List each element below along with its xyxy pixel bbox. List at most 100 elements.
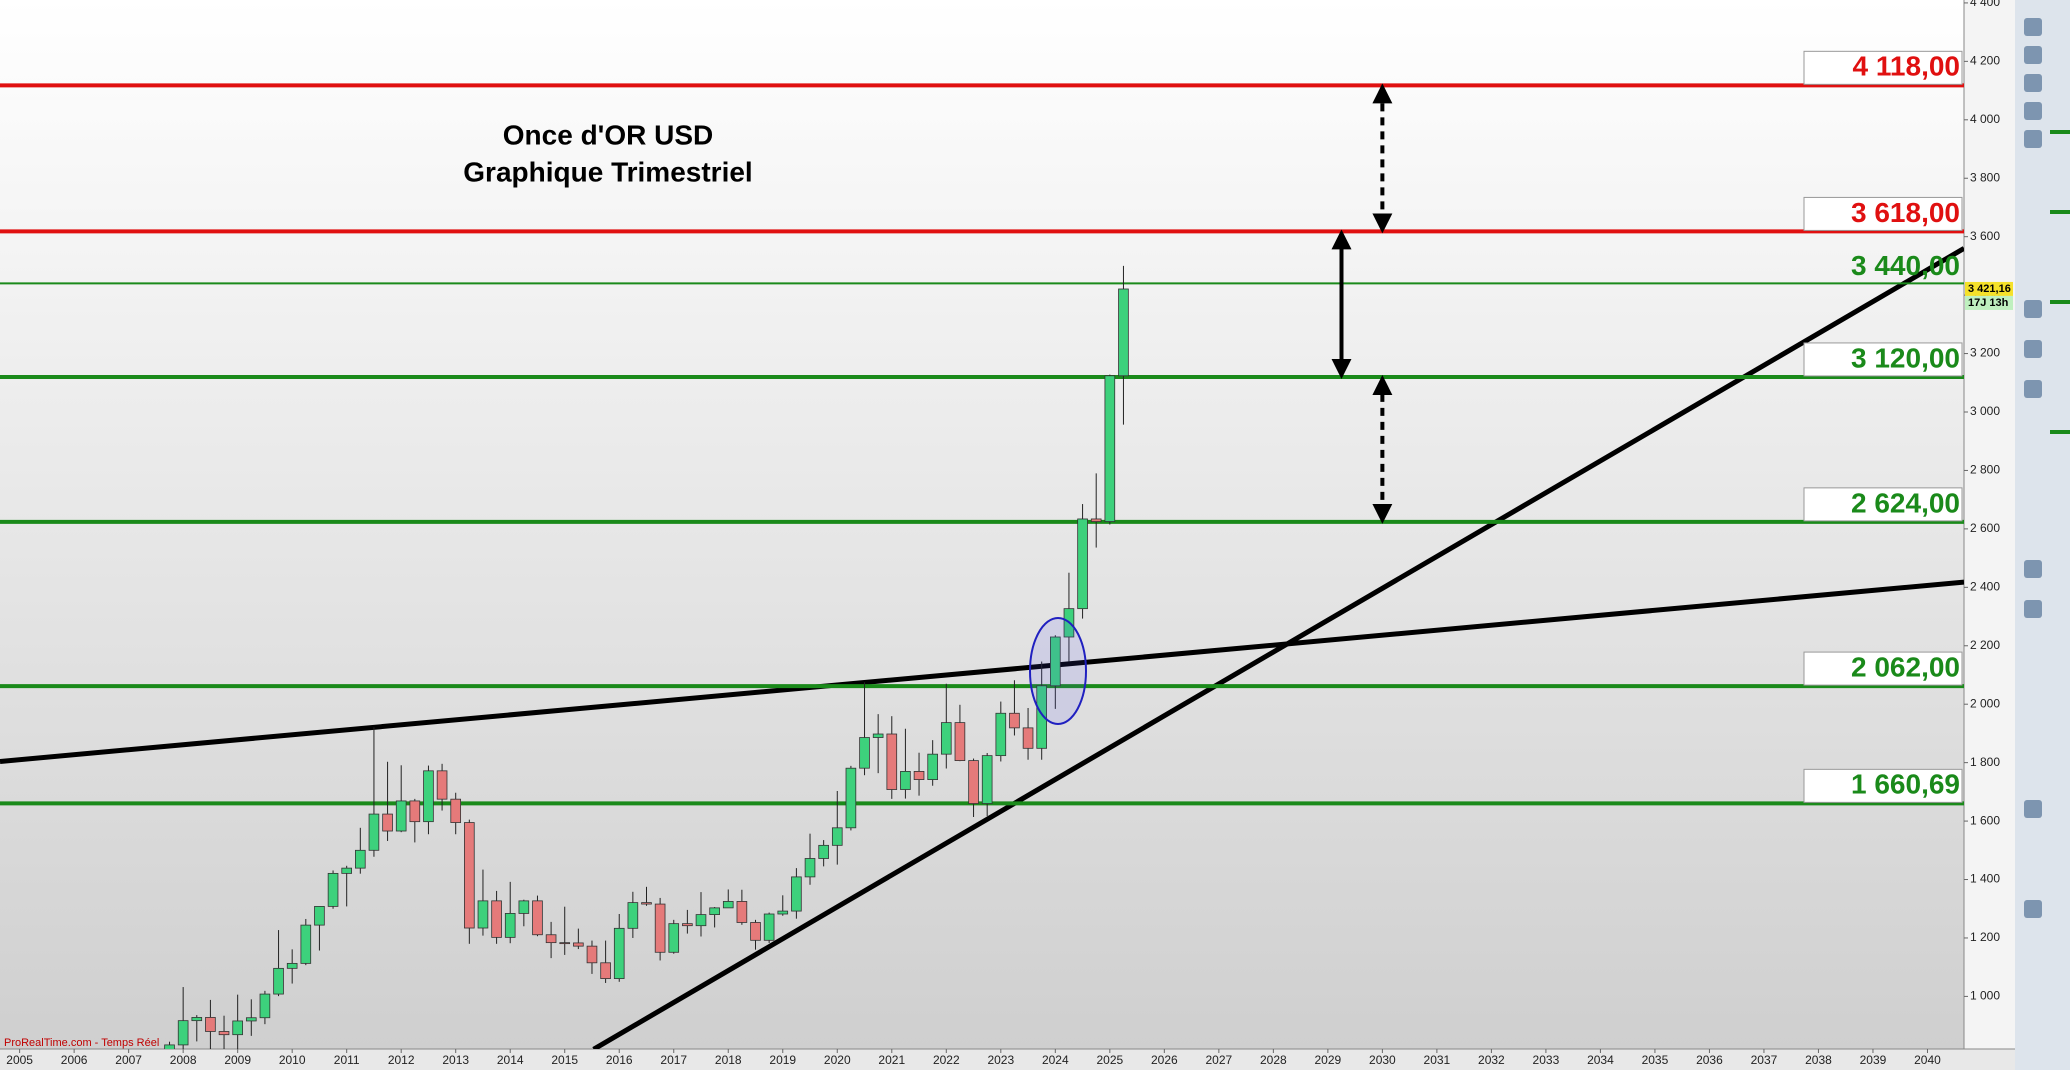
candle-body [545, 934, 557, 944]
x-tick-label: 2027 [1205, 1053, 1232, 1067]
candle-body [395, 800, 407, 832]
x-tick-label: 2011 [334, 1053, 360, 1067]
toolbar-marker [2050, 300, 2070, 304]
candle-body [477, 900, 489, 929]
level-label: 1 660,69 [1851, 769, 1960, 800]
candle-body [886, 733, 898, 790]
x-tick-label: 2026 [1151, 1053, 1178, 1067]
level-label: 3 440,00 [1851, 250, 1960, 281]
level-label-box [1803, 50, 1963, 85]
x-tick-label: 2031 [1424, 1053, 1451, 1067]
toolbar-marker [2050, 210, 2070, 214]
tool-icon[interactable] [2024, 800, 2042, 818]
level-label-box [1803, 487, 1963, 522]
candle-body [286, 962, 298, 969]
toolbar-background [2015, 0, 2070, 1070]
candle-body [913, 771, 925, 780]
candle-body [695, 914, 707, 927]
candle-body [245, 1017, 257, 1022]
x-tick-label: 2018 [715, 1053, 742, 1067]
last-price-tag [1965, 281, 2013, 296]
candle-body [491, 900, 502, 938]
x-tick-label: 2022 [933, 1053, 960, 1067]
y-tick-label: 2 200 [1970, 638, 2000, 652]
x-tick-label: 2021 [878, 1053, 905, 1067]
y-tick-label: 2 400 [1970, 579, 2000, 593]
candle-body [804, 858, 816, 878]
candle-body [1104, 375, 1116, 522]
candle-body [900, 771, 911, 790]
x-tick-label: 2019 [769, 1053, 796, 1067]
tool-icon[interactable] [2024, 300, 2042, 318]
x-tick-label: 2017 [660, 1053, 687, 1067]
candle-body [164, 1044, 175, 1049]
candle-body [859, 737, 870, 769]
tool-icon[interactable] [2024, 18, 2042, 36]
candle-body [1036, 685, 1047, 749]
candle-body [409, 800, 421, 823]
tool-icon[interactable] [2024, 380, 2042, 398]
x-tick-label: 2037 [1751, 1053, 1778, 1067]
candle-body [682, 923, 693, 927]
tool-icon[interactable] [2024, 900, 2042, 918]
candle-body [668, 923, 680, 953]
tool-icon[interactable] [2024, 102, 2042, 120]
candle-body [573, 942, 584, 947]
y-tick-label: 3 000 [1970, 404, 2000, 418]
x-tick-label: 2006 [61, 1053, 88, 1067]
x-tick-label: 2029 [1315, 1053, 1342, 1067]
tool-icon[interactable] [2024, 130, 2042, 148]
x-tick-label: 2005 [6, 1053, 33, 1067]
x-tick-label: 2034 [1587, 1053, 1614, 1067]
candle-body [586, 945, 598, 964]
tool-icon[interactable] [2024, 560, 2042, 578]
chart-subtitle: Graphique Trimestriel [463, 156, 752, 187]
trendline [592, 246, 1964, 1049]
candle-body [981, 755, 993, 804]
y-tick-label: 1 200 [1970, 930, 2000, 944]
y-tick-label: 3 200 [1970, 346, 2000, 360]
x-tick-label: 2024 [1042, 1053, 1069, 1067]
level-label-box [1803, 196, 1963, 231]
candle-body [654, 903, 666, 953]
candle-body [750, 922, 761, 941]
candle-body [791, 876, 802, 912]
x-tick-label: 2014 [497, 1053, 524, 1067]
y-tick-label: 4 200 [1970, 54, 2000, 68]
candle-body [368, 813, 380, 851]
candle-body [968, 760, 979, 804]
candle-body [763, 913, 775, 941]
tool-icon[interactable] [2024, 74, 2042, 92]
level-label: 3 618,00 [1851, 197, 1960, 228]
candle-body [1077, 518, 1088, 610]
plot-background [0, 0, 1964, 1049]
level-label: 4 118,00 [1853, 51, 1960, 82]
y-tick-label: 3 600 [1970, 229, 2000, 243]
candle-body [722, 901, 734, 909]
x-tick-label: 2038 [1805, 1053, 1832, 1067]
x-tick-label: 2036 [1696, 1053, 1723, 1067]
candle-body [327, 872, 339, 907]
chart-title: Once d'OR USD [503, 119, 713, 150]
candle-body [300, 924, 312, 964]
x-tick-label: 2015 [551, 1053, 578, 1067]
y-tick-label: 4 400 [1970, 0, 2000, 9]
candle-body [818, 844, 829, 859]
countdown-label: 17J 13h [1968, 297, 2009, 309]
tool-icon[interactable] [2024, 600, 2042, 618]
candle-body [1022, 727, 1034, 749]
candle-body [872, 733, 884, 738]
candle-body [355, 849, 366, 869]
tool-icon[interactable] [2024, 46, 2042, 64]
tool-icon[interactable] [2024, 340, 2042, 358]
candle-body [450, 798, 462, 823]
candle-body [927, 753, 938, 780]
candle-body [532, 900, 543, 936]
x-tick-label: 2040 [1914, 1053, 1941, 1067]
candle-body [641, 902, 652, 905]
x-tick-label: 2009 [224, 1053, 251, 1067]
candle-body [177, 1020, 189, 1046]
candle-body [559, 942, 571, 945]
x-tick-label: 2030 [1369, 1053, 1396, 1067]
